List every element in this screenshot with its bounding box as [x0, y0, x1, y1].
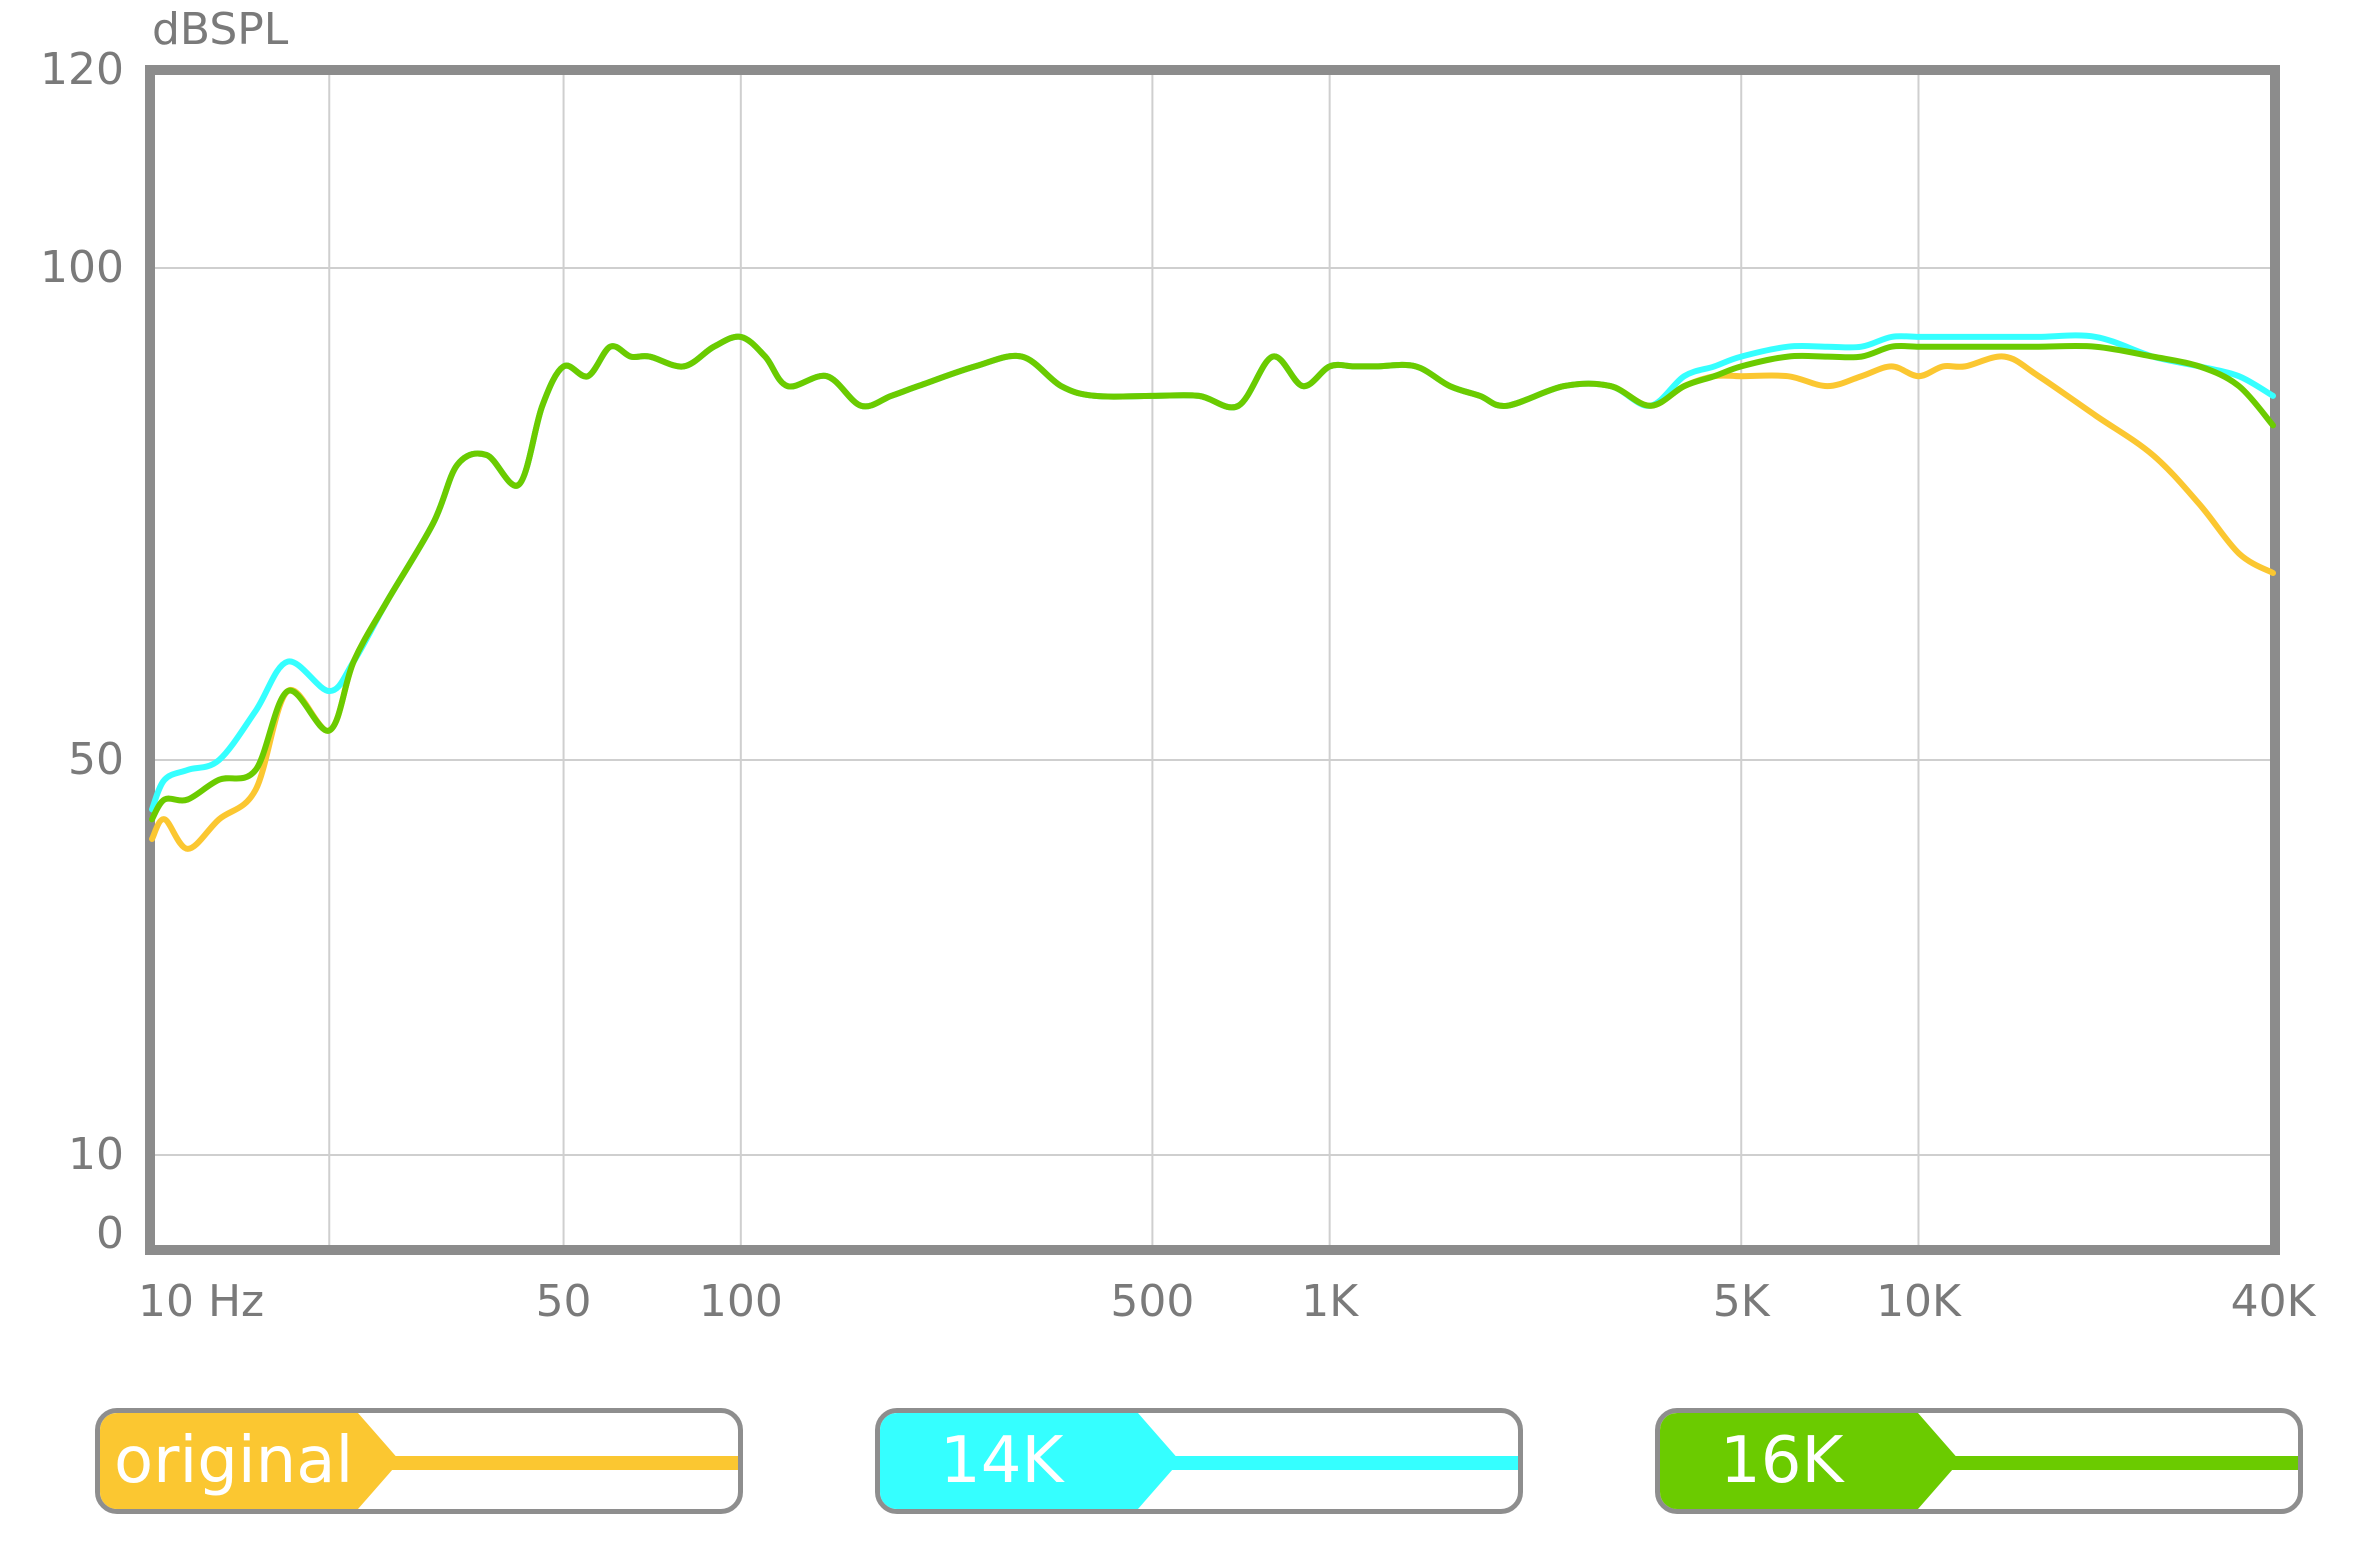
- x-tick-label: 50: [536, 1276, 592, 1327]
- legend-swatch: [100, 1413, 400, 1509]
- legend-swatch: [880, 1413, 1180, 1509]
- x-tick-label: 40K: [2231, 1276, 2317, 1327]
- series-line-2: [149, 333, 2276, 823]
- plot-frame: [145, 65, 2280, 1255]
- x-tick-label: 100: [699, 1276, 783, 1327]
- y-tick-label: 10: [68, 1129, 124, 1180]
- legend-item-2: 16K: [1655, 1408, 2303, 1514]
- legend-line-sample: [370, 1456, 738, 1470]
- legend-label: original: [114, 1424, 354, 1498]
- axis-labels: 10 Hz 50 100 500 1K 5K 10K 40K 0 10 50 100 120: [40, 44, 2317, 1327]
- y-tick-label: 0: [96, 1208, 124, 1259]
- x-tick-label: 1K: [1301, 1276, 1359, 1327]
- x-tick-label: 10K: [1876, 1276, 1962, 1327]
- series-line-1: [149, 332, 2276, 813]
- series-lines: [149, 332, 2276, 852]
- legend-item-0: original: [95, 1408, 743, 1514]
- y-tick-label: 50: [68, 734, 124, 785]
- legend-line-sample: [1930, 1456, 2298, 1470]
- legend-line-sample: [1150, 1456, 1518, 1470]
- y-axis-label: dBSPL: [152, 4, 289, 55]
- legend-item-1: 14K: [875, 1408, 1523, 1514]
- legend-label: 14K: [940, 1424, 1064, 1498]
- y-tick-label: 100: [40, 242, 124, 293]
- grid-lines: [152, 70, 2273, 1248]
- legend-swatch: [1660, 1413, 1960, 1509]
- x-tick-label: 500: [1110, 1276, 1194, 1327]
- y-tick-label: 120: [40, 44, 124, 95]
- legend-label: 16K: [1720, 1424, 1844, 1498]
- series-line-0: [149, 333, 2276, 852]
- x-tick-label: 10 Hz: [138, 1276, 264, 1327]
- x-tick-label: 5K: [1713, 1276, 1771, 1327]
